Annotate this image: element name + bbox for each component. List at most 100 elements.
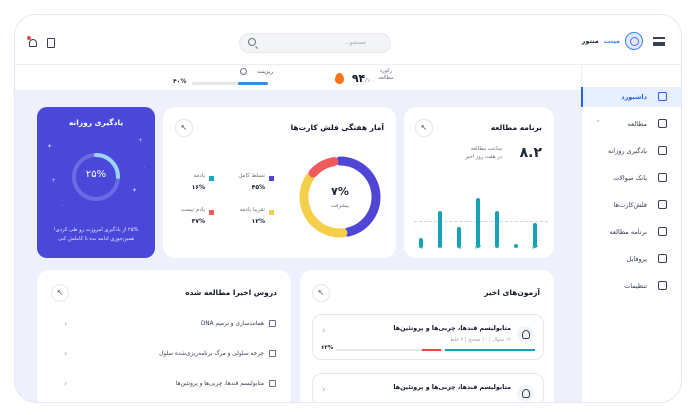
sparkle-icon: + bbox=[137, 137, 143, 144]
brain-icon bbox=[625, 32, 643, 50]
lesson-item[interactable]: متابولیسم قندها، چربی‌ها و پروتئین‌ها ‹ bbox=[64, 376, 276, 392]
sidebar-item[interactable]: مطالعه ⌃ bbox=[581, 114, 681, 134]
lesson-item[interactable]: همانندسازی و ترمیم DNA ‹ bbox=[64, 316, 276, 332]
plan-unit-line2: در هفت روز اخیر bbox=[465, 154, 502, 161]
plan-unit-line1: ساعت مطالعه bbox=[470, 146, 502, 152]
plan-average-line bbox=[414, 221, 548, 222]
gear-icon bbox=[658, 281, 667, 290]
chevron-left-icon: ‹ bbox=[322, 385, 326, 395]
sidebar-item-label: تنظیمات bbox=[624, 282, 647, 290]
daily-title: یادگیری روزانه bbox=[68, 118, 124, 127]
lightbulb-icon bbox=[658, 173, 667, 182]
legend-swatch bbox=[269, 176, 274, 181]
legend-label: تقریبا یادمه bbox=[239, 207, 265, 213]
donut-center-value: ۷% bbox=[331, 185, 349, 198]
xp-percent: ۴۰% bbox=[173, 78, 187, 85]
bell-icon[interactable] bbox=[27, 36, 37, 47]
plan-hours-value: ۸.۲ bbox=[519, 145, 542, 161]
chevron-left-icon: ‹ bbox=[64, 319, 68, 328]
book-icon bbox=[269, 380, 276, 387]
lesson-item[interactable]: چرخه سلولی و مرگ برنامه‌ریزی‌شده سلول ‹ bbox=[64, 346, 276, 362]
plan-bar bbox=[476, 198, 480, 248]
book-icon bbox=[269, 350, 276, 357]
daily-progress-ring bbox=[72, 153, 120, 201]
daily-desc-line1: ۲۵% از یادگیری امروزت رو طی کردی! bbox=[53, 227, 139, 234]
brand-logo[interactable]: مینت منتور bbox=[582, 32, 643, 50]
brand-name: منتور bbox=[581, 37, 599, 45]
chevron-left-icon: ‹ bbox=[322, 326, 326, 336]
sidebar-item-label: بانک سوالات bbox=[613, 174, 647, 182]
exam-item[interactable]: متابولیسم قندها، چربی‌ها و پروتئین‌ها ‹ bbox=[312, 373, 544, 402]
sidebar-item[interactable]: بانک سوالات bbox=[581, 168, 681, 188]
plan-hours-unit: ساعت مطالعه در هفت روز اخیر bbox=[465, 145, 502, 162]
notes-icon[interactable] bbox=[47, 38, 55, 48]
legend-swatch bbox=[209, 210, 214, 215]
sidebar-item[interactable]: پروفایل bbox=[581, 249, 681, 269]
flashcard-donut bbox=[299, 156, 381, 238]
legend-swatch bbox=[269, 210, 274, 215]
sidebar-item[interactable]: داشبورد bbox=[581, 87, 681, 107]
streak-unit: /۱۰۰ bbox=[365, 78, 375, 84]
grid-icon bbox=[658, 227, 667, 236]
plan-title: برنامه مطالعه bbox=[490, 123, 542, 132]
layers-icon bbox=[658, 200, 667, 209]
sidebar-item-label: داشبورد bbox=[621, 93, 647, 101]
sidebar-item[interactable]: یادگیری روزانه bbox=[581, 141, 681, 161]
exam-correct-fill bbox=[445, 349, 535, 351]
sparkle-icon: ✦ bbox=[131, 187, 137, 194]
donut-segment bbox=[299, 156, 381, 238]
expand-icon[interactable]: ↖ bbox=[312, 284, 330, 302]
exam-wrong-fill bbox=[421, 349, 442, 351]
plan-day-label: د bbox=[495, 243, 499, 249]
plan-day-label: ی bbox=[513, 243, 519, 249]
sidebar-item-label: برنامه مطالعه bbox=[609, 228, 647, 236]
chevron-down-icon: ⌃ bbox=[595, 119, 601, 127]
legend-label: یادم نیست bbox=[180, 207, 205, 213]
recent-exams-title: آزمون‌های اخیر bbox=[484, 288, 540, 297]
lightbulb-icon bbox=[517, 326, 534, 343]
sidebar-item-label: فلش‌کارت‌ها bbox=[613, 201, 647, 209]
sidebar-item[interactable]: برنامه مطالعه bbox=[581, 222, 681, 242]
expand-icon[interactable]: ↖ bbox=[415, 119, 433, 137]
top-bar: مینت منتور جستجو... bbox=[15, 15, 681, 65]
legend-value: ۳۷% bbox=[191, 218, 205, 225]
dashboard-icon bbox=[658, 92, 667, 101]
expand-icon[interactable]: ↖ bbox=[51, 284, 69, 302]
lesson-title: چرخه سلولی و مرگ برنامه‌ریزی‌شده سلول bbox=[159, 351, 264, 357]
plan-day-label: ش bbox=[531, 243, 539, 249]
expand-icon[interactable]: ↖ bbox=[175, 119, 193, 137]
flashcard-title: آمار هفتگی فلش کارت‌ها bbox=[290, 123, 384, 132]
exam-meta: ۱۲ سوال | ۱۰ صحیح | ۲ غلط bbox=[450, 337, 511, 343]
fire-icon bbox=[335, 73, 344, 84]
plan-bar bbox=[495, 210, 499, 248]
legend-value: ۱۶% bbox=[191, 184, 205, 191]
sparkle-icon: · bbox=[61, 203, 63, 210]
plan-day-label: پ bbox=[437, 243, 443, 249]
plan-bar bbox=[533, 223, 537, 248]
app-window: مینت منتور جستجو... رکورد مطالعه ۹۴/۱۰۰ … bbox=[14, 14, 682, 403]
flashcard-stats-card: آمار هفتگی فلش کارت‌ها ↖ ۷% پیشرفت تسلط … bbox=[163, 107, 396, 258]
plan-bar bbox=[457, 227, 461, 248]
exam-item[interactable]: متابولیسم قندها، چربی‌ها و پروتئین‌ها ‹ ۱۲… bbox=[312, 314, 544, 360]
xp-progress-bar bbox=[192, 82, 268, 85]
brand-name-highlight: مینت bbox=[603, 37, 620, 45]
legend-value: ۴۵% bbox=[251, 184, 265, 191]
recent-lessons-card: دروس اخیرا مطالعه شده ↖ bbox=[37, 270, 291, 402]
exam-title: متابولیسم قندها، چربی‌ها و پروتئین‌ها bbox=[393, 325, 511, 332]
legend-value: ۱۲% bbox=[251, 218, 265, 225]
menu-icon[interactable] bbox=[653, 37, 665, 46]
exam-percent: ۶۳% bbox=[321, 345, 334, 351]
sparkle-icon: ✦ bbox=[47, 143, 53, 150]
streak-value: ۹۴/۱۰۰ bbox=[352, 72, 375, 85]
xp-progress-fill bbox=[237, 82, 268, 85]
daily-learning-card[interactable]: یادگیری روزانه ✦ + + ✦ · · ۲۵% ۲۵% از یا… bbox=[37, 107, 155, 258]
search-input[interactable]: جستجو... bbox=[239, 33, 391, 53]
sidebar-item[interactable]: فلش‌کارت‌ها bbox=[581, 195, 681, 215]
sidebar-item-label: پروفایل bbox=[626, 255, 647, 263]
plan-bar bbox=[419, 237, 423, 248]
exam-title: متابولیسم قندها، چربی‌ها و پروتئین‌ها bbox=[393, 384, 511, 391]
plan-day-label: س bbox=[474, 243, 482, 249]
book-icon bbox=[269, 320, 276, 327]
sidebar-item[interactable]: تنظیمات bbox=[581, 276, 681, 296]
daily-desc-line2: همین‌جوری ادامه بده تا کاملش کنی bbox=[57, 235, 135, 242]
